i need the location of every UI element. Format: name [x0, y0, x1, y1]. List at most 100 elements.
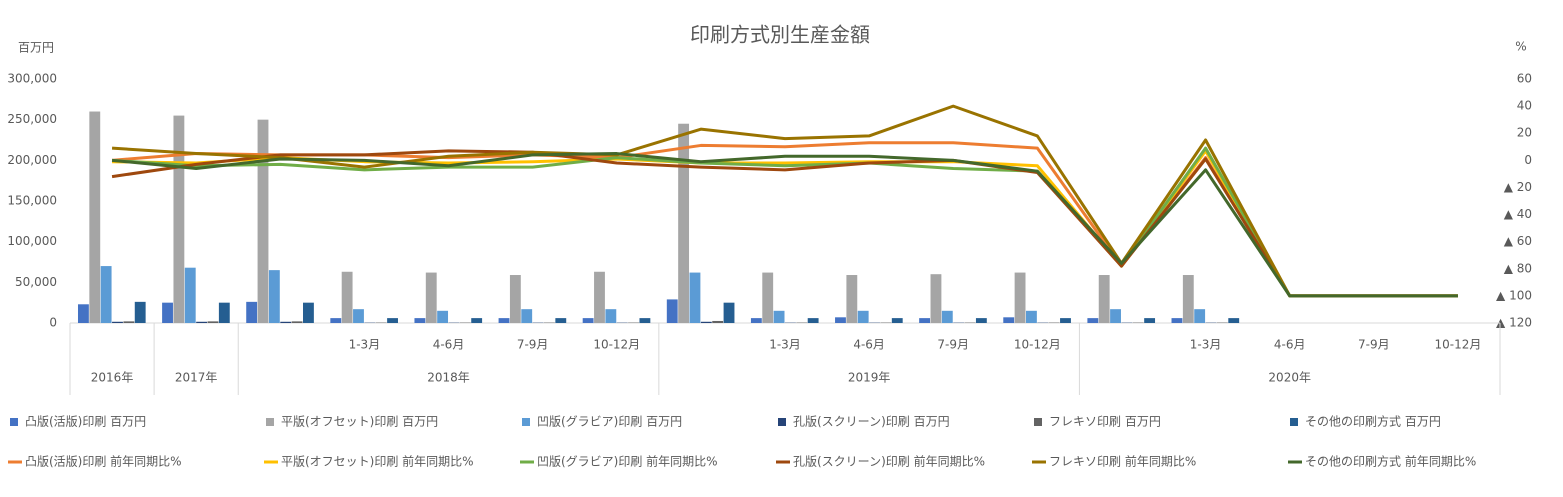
bar: [330, 318, 342, 323]
y-tick-label: 100,000: [7, 234, 57, 248]
line-series: [112, 149, 1458, 298]
legend-label: その他の印刷方式 百万円: [1305, 414, 1441, 429]
y-axis-label: 百万円: [18, 41, 54, 55]
bar: [509, 275, 521, 323]
bar: [268, 270, 280, 323]
x-group-label: 2019年: [848, 371, 891, 385]
bar: [77, 304, 89, 323]
line-series: [111, 152, 1458, 298]
x-tick-label: 7-9月: [1358, 338, 1390, 352]
x-tick-label: 7-9月: [517, 338, 549, 352]
legend-label: 凹版(グラビア)印刷 前年同期比%: [537, 454, 718, 469]
legend-label: 平版(オフセット)印刷 百万円: [281, 415, 438, 429]
y2-tick-label: 20: [1517, 126, 1532, 140]
y2-tick-label: ▲ 120: [1496, 316, 1532, 330]
bar: [835, 317, 846, 323]
bar: [1171, 318, 1183, 323]
bar: [387, 318, 398, 323]
line-series: [111, 104, 1458, 298]
bar: [639, 318, 651, 323]
legend-swatch: [1290, 418, 1298, 426]
y2-tick-label: ▲ 60: [1504, 234, 1532, 248]
x-tick-label: 4-6月: [1274, 338, 1306, 352]
x-group-label: 2018年: [427, 371, 470, 385]
bar: [750, 318, 762, 323]
y-tick-label: 200,000: [7, 153, 57, 167]
bar: [521, 309, 533, 323]
bar: [723, 302, 735, 323]
bar: [123, 321, 135, 323]
bar: [134, 301, 146, 323]
legend-label: 平版(オフセット)印刷 前年同期比%: [281, 454, 474, 469]
bar: [666, 299, 678, 323]
legend-swatch: [266, 418, 274, 426]
legend-label: 孔版(スクリーン)印刷 百万円: [793, 415, 950, 429]
bar: [1144, 318, 1156, 323]
x-tick-label: 1-3月: [1190, 338, 1222, 352]
legend-swatch: [1034, 418, 1042, 426]
bar: [1110, 309, 1121, 323]
y2-tick-label: ▲ 80: [1504, 261, 1532, 275]
bar: [207, 321, 219, 323]
bar: [919, 318, 931, 323]
bar: [712, 320, 724, 323]
y-tick-label: 250,000: [7, 112, 57, 126]
y-tick-label: 50,000: [15, 275, 57, 289]
bar: [762, 272, 774, 323]
bar: [594, 271, 605, 323]
bar: [555, 318, 567, 323]
legend-label: フレキソ印刷 百万円: [1049, 415, 1161, 429]
bar: [930, 274, 942, 323]
legend-swatch: [10, 418, 18, 426]
bar: [891, 318, 903, 323]
bar: [941, 310, 953, 323]
bar: [678, 123, 690, 323]
bar: [1194, 309, 1206, 323]
bar: [414, 318, 426, 323]
x-tick-label: 10-12月: [1014, 338, 1061, 352]
bar: [1003, 317, 1015, 323]
bar: [184, 267, 196, 323]
bar: [1087, 318, 1099, 323]
y-tick-label: 300,000: [7, 72, 57, 86]
legend-label: 凸版(活版)印刷 百万円: [25, 415, 146, 429]
bar: [582, 318, 594, 323]
bar: [1060, 318, 1071, 323]
bar: [196, 321, 208, 323]
y2-tick-label: ▲ 100: [1496, 288, 1532, 302]
bar: [605, 309, 617, 323]
x-tick-label: 10-12月: [593, 338, 640, 352]
bar: [173, 115, 185, 323]
y2-axis-label: %: [1515, 40, 1526, 54]
x-group-label: 2020年: [1268, 371, 1311, 385]
bar: [1182, 275, 1194, 323]
bar: [89, 111, 101, 324]
bar: [1228, 318, 1240, 323]
x-tick-label: 4-6月: [853, 338, 885, 352]
line-series: [111, 149, 1458, 298]
bar: [857, 310, 869, 323]
x-tick-label: 1-3月: [349, 338, 381, 352]
bar: [1014, 272, 1026, 323]
bar: [437, 310, 449, 323]
y-tick-label: 0: [49, 316, 57, 330]
bar: [807, 318, 819, 323]
bar: [471, 318, 483, 323]
bar: [353, 309, 364, 323]
bar: [1098, 275, 1110, 323]
legend-label: 孔版(スクリーン)印刷 前年同期比%: [793, 454, 985, 469]
legend-label: フレキソ印刷 前年同期比%: [1049, 454, 1196, 469]
bar: [700, 321, 712, 323]
y2-tick-label: ▲ 20: [1504, 180, 1532, 194]
bar: [689, 272, 701, 323]
line-series: [111, 146, 1458, 298]
legend-label: 凸版(活版)印刷 前年同期比%: [25, 454, 182, 469]
bar: [257, 119, 269, 324]
x-tick-label: 7-9月: [937, 338, 969, 352]
bar: [773, 310, 785, 323]
bar: [100, 266, 112, 323]
bar: [341, 271, 353, 323]
bar: [425, 272, 437, 323]
y2-tick-label: 40: [1517, 99, 1532, 113]
